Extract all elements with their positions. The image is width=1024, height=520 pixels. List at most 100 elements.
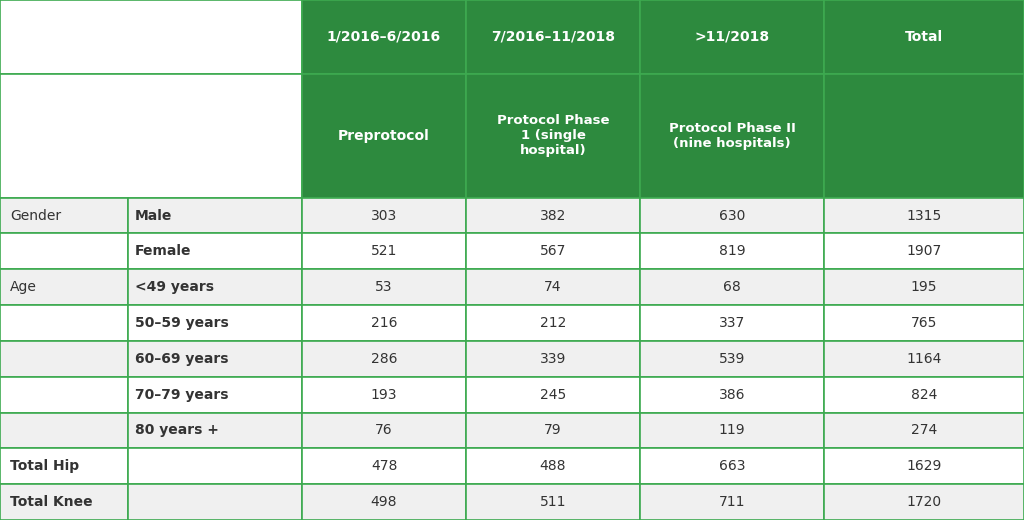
Text: Total Knee: Total Knee (10, 495, 93, 509)
Bar (302, 74, 466, 198)
Bar (302, 412, 466, 448)
Text: Protocol Phase
1 (single
hospital): Protocol Phase 1 (single hospital) (497, 114, 609, 157)
Text: 68: 68 (723, 280, 741, 294)
Bar (824, 376, 1024, 412)
Text: 212: 212 (540, 316, 566, 330)
Text: 195: 195 (911, 280, 937, 294)
Text: 337: 337 (719, 316, 745, 330)
Bar (466, 233, 640, 269)
Bar (466, 448, 640, 484)
Text: 303: 303 (371, 209, 397, 223)
Text: 511: 511 (540, 495, 566, 509)
Text: 274: 274 (911, 423, 937, 437)
Bar (640, 198, 824, 233)
Bar (824, 484, 1024, 520)
Bar (302, 376, 466, 412)
Bar (0, 233, 128, 269)
Bar (466, 198, 640, 233)
Bar (824, 0, 1024, 74)
Text: Age: Age (10, 280, 37, 294)
Text: Total Hip: Total Hip (10, 459, 80, 473)
Bar (466, 305, 640, 341)
Bar (640, 233, 824, 269)
Bar (128, 305, 302, 341)
Bar (128, 198, 302, 233)
Text: 663: 663 (719, 459, 745, 473)
Text: 76: 76 (375, 423, 393, 437)
Bar (128, 376, 302, 412)
Text: <49 years: <49 years (135, 280, 214, 294)
Text: 630: 630 (719, 209, 745, 223)
Bar (640, 74, 824, 198)
Bar (0, 305, 128, 341)
Text: 1629: 1629 (906, 459, 942, 473)
Text: 216: 216 (371, 316, 397, 330)
Text: Preprotocol: Preprotocol (338, 129, 430, 142)
Text: 539: 539 (719, 352, 745, 366)
Text: 382: 382 (540, 209, 566, 223)
Text: 1/2016–6/2016: 1/2016–6/2016 (327, 30, 441, 44)
Bar (302, 0, 466, 74)
Text: 1720: 1720 (906, 495, 942, 509)
Bar (640, 341, 824, 376)
Text: 386: 386 (719, 387, 745, 401)
Text: 119: 119 (719, 423, 745, 437)
Bar (640, 269, 824, 305)
Text: Gender: Gender (10, 209, 61, 223)
Bar (128, 448, 302, 484)
Text: 1907: 1907 (906, 244, 942, 258)
Text: 711: 711 (719, 495, 745, 509)
Bar (640, 0, 824, 74)
Bar (128, 233, 302, 269)
Bar (128, 341, 302, 376)
Bar (466, 376, 640, 412)
Text: 488: 488 (540, 459, 566, 473)
Text: Male: Male (135, 209, 172, 223)
Text: 824: 824 (911, 387, 937, 401)
Bar (0, 0, 302, 74)
Text: 286: 286 (371, 352, 397, 366)
Bar (0, 341, 128, 376)
Bar (128, 412, 302, 448)
Bar (640, 412, 824, 448)
Bar (302, 341, 466, 376)
Bar (466, 0, 640, 74)
Bar (824, 448, 1024, 484)
Bar (824, 305, 1024, 341)
Bar (824, 269, 1024, 305)
Bar (640, 305, 824, 341)
Bar (0, 198, 128, 233)
Bar (466, 341, 640, 376)
Text: 74: 74 (544, 280, 562, 294)
Bar (0, 269, 128, 305)
Text: Protocol Phase II
(nine hospitals): Protocol Phase II (nine hospitals) (669, 122, 796, 150)
Text: 567: 567 (540, 244, 566, 258)
Bar (640, 376, 824, 412)
Text: >11/2018: >11/2018 (694, 30, 770, 44)
Text: 50–59 years: 50–59 years (135, 316, 229, 330)
Bar (302, 305, 466, 341)
Bar (0, 448, 128, 484)
Text: Total: Total (905, 30, 943, 44)
Bar (0, 376, 128, 412)
Bar (466, 484, 640, 520)
Bar (302, 233, 466, 269)
Text: 80 years +: 80 years + (135, 423, 219, 437)
Bar (0, 484, 128, 520)
Bar (466, 269, 640, 305)
Bar (824, 412, 1024, 448)
Text: Female: Female (135, 244, 191, 258)
Bar (302, 269, 466, 305)
Bar (302, 198, 466, 233)
Text: 60–69 years: 60–69 years (135, 352, 228, 366)
Bar (0, 74, 302, 198)
Text: 1164: 1164 (906, 352, 942, 366)
Bar (824, 74, 1024, 198)
Bar (640, 448, 824, 484)
Text: 765: 765 (911, 316, 937, 330)
Bar (302, 448, 466, 484)
Text: 53: 53 (375, 280, 393, 294)
Bar (302, 484, 466, 520)
Bar (824, 341, 1024, 376)
Text: 79: 79 (544, 423, 562, 437)
